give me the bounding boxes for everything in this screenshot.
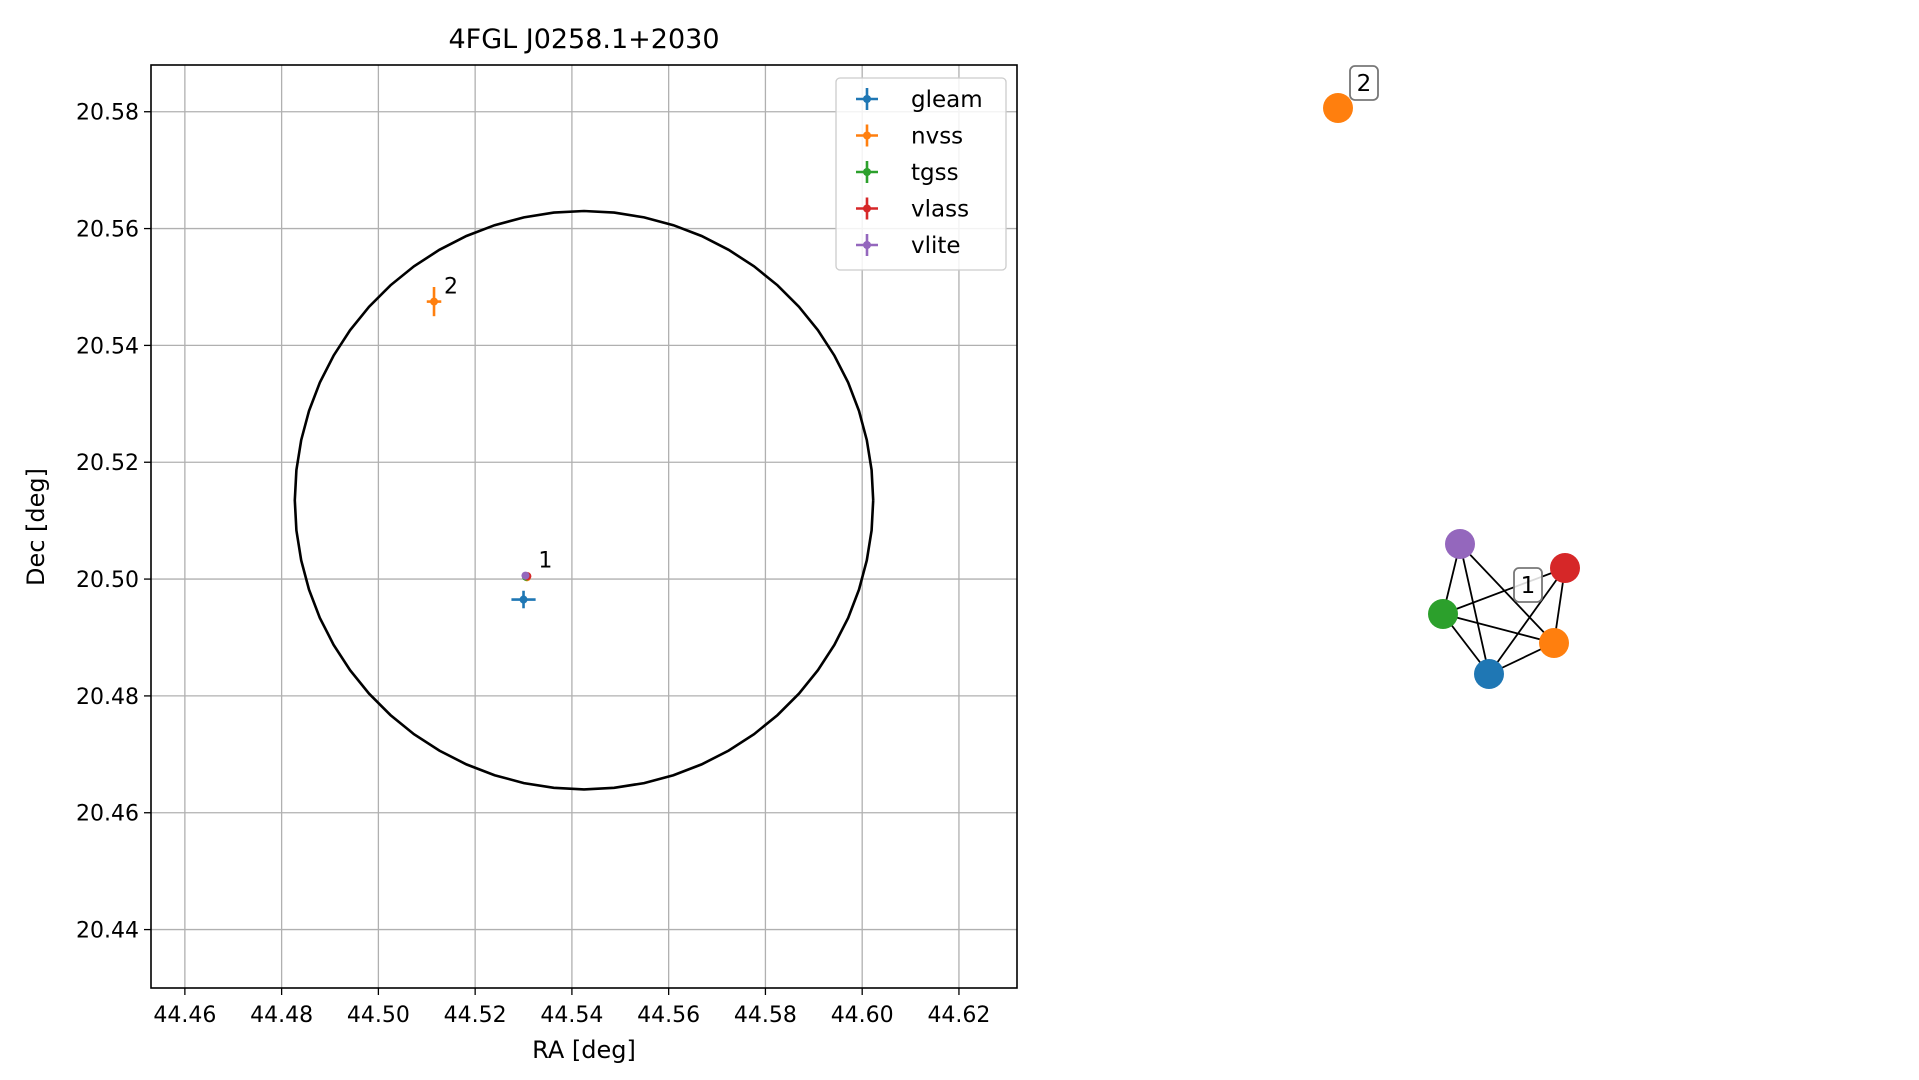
- x-tick-label: 44.52: [444, 1003, 507, 1028]
- network-node-nvss: [1323, 93, 1353, 123]
- legend-marker: [863, 204, 871, 213]
- legend-entry-gleam: gleam: [856, 87, 983, 113]
- grid: [151, 65, 1017, 988]
- data-point-vlite: [521, 571, 530, 580]
- legend-entry-nvss: nvss: [856, 124, 963, 150]
- x-tick-label: 44.60: [831, 1003, 894, 1028]
- network-group-label: 2: [1349, 65, 1379, 101]
- legend-marker: [863, 95, 871, 103]
- legend-entry-tgss: tgss: [856, 160, 959, 186]
- legend-marker: [863, 168, 871, 176]
- legend-label: vlass: [911, 197, 969, 223]
- network-node-tgss: [1428, 599, 1458, 629]
- legend-frame: [835, 77, 1007, 271]
- data-point-nvss: [426, 286, 442, 317]
- y-tick-label: 20.58: [76, 101, 139, 126]
- legend-entry-vlass: vlass: [856, 197, 969, 223]
- annotation-label: 2: [444, 275, 458, 300]
- legend: gleam nvss tgss vlass vlite: [835, 77, 1007, 271]
- label-text: 2: [1357, 71, 1372, 97]
- legend-label: nvss: [911, 124, 963, 150]
- network-edge: [1459, 543, 1555, 644]
- search-radius-circle: [293, 209, 875, 791]
- y-tick-label: 20.54: [76, 334, 139, 359]
- x-tick-label: 44.58: [734, 1003, 797, 1028]
- network-panel: 12: [1323, 65, 1580, 689]
- y-axis-label: Dec [deg]: [22, 468, 50, 586]
- network-node-nvss: [1539, 628, 1569, 658]
- label-box: [1349, 65, 1379, 101]
- point-marker: [521, 571, 530, 580]
- x-axis-label: RA [deg]: [532, 1036, 636, 1064]
- annotation-label: 1: [538, 549, 552, 574]
- label-text: 1: [1521, 573, 1536, 599]
- legend-marker: [863, 131, 871, 140]
- network-node-gleam: [1474, 659, 1504, 689]
- region-circle: [293, 209, 875, 791]
- x-tick-label: 44.46: [153, 1003, 216, 1028]
- network-edge: [1442, 613, 1555, 644]
- plot-frame: [150, 64, 1018, 989]
- y-tick-label: 20.50: [76, 568, 139, 593]
- network-node-vlite: [1445, 529, 1475, 559]
- y-tick-label: 20.52: [76, 451, 139, 476]
- x-tick-label: 44.54: [540, 1003, 603, 1028]
- label-box: [1513, 567, 1543, 603]
- data-points: [426, 286, 536, 609]
- data-point-gleam: [511, 590, 536, 609]
- legend-label: vlite: [911, 233, 961, 259]
- annotations: 12: [444, 275, 552, 574]
- x-tick-label: 44.50: [347, 1003, 410, 1028]
- x-tick-label: 44.56: [637, 1003, 700, 1028]
- x-axis-ticks: 44.46 44.48 44.50 44.52 44.54 44.56 44.58 44.60…: [153, 988, 990, 1028]
- legend-entry-vlite: vlite: [856, 233, 961, 259]
- network-labels: 12: [1349, 65, 1543, 603]
- y-axis-ticks: 20.44 20.46 20.48 20.50 20.52 20.54 20.56 20.58: [76, 101, 151, 944]
- point-marker: [430, 297, 439, 306]
- network-edge: [1459, 543, 1490, 675]
- y-tick-label: 20.56: [76, 218, 139, 243]
- network-edge: [1488, 567, 1566, 675]
- network-group-label: 1: [1513, 567, 1543, 603]
- x-tick-label: 44.48: [250, 1003, 313, 1028]
- y-tick-label: 20.46: [76, 802, 139, 827]
- network-nodes: [1323, 93, 1580, 689]
- legend-label: gleam: [911, 87, 983, 113]
- y-tick-label: 20.48: [76, 685, 139, 710]
- x-tick-label: 44.62: [927, 1003, 990, 1028]
- chart-title: 4FGL J0258.1+2030: [448, 24, 719, 55]
- network-edge: [1442, 567, 1566, 615]
- y-tick-label: 20.44: [76, 919, 139, 944]
- legend-entries: gleam nvss tgss vlass vlite: [856, 87, 983, 259]
- legend-marker: [863, 241, 871, 249]
- point-marker: [519, 595, 528, 604]
- network-node-vlass: [1550, 553, 1580, 583]
- legend-label: tgss: [911, 160, 959, 186]
- scatter-panel: 4FGL J0258.1+2030 12 44.46 44.48 44.50 44.5…: [22, 24, 1018, 1064]
